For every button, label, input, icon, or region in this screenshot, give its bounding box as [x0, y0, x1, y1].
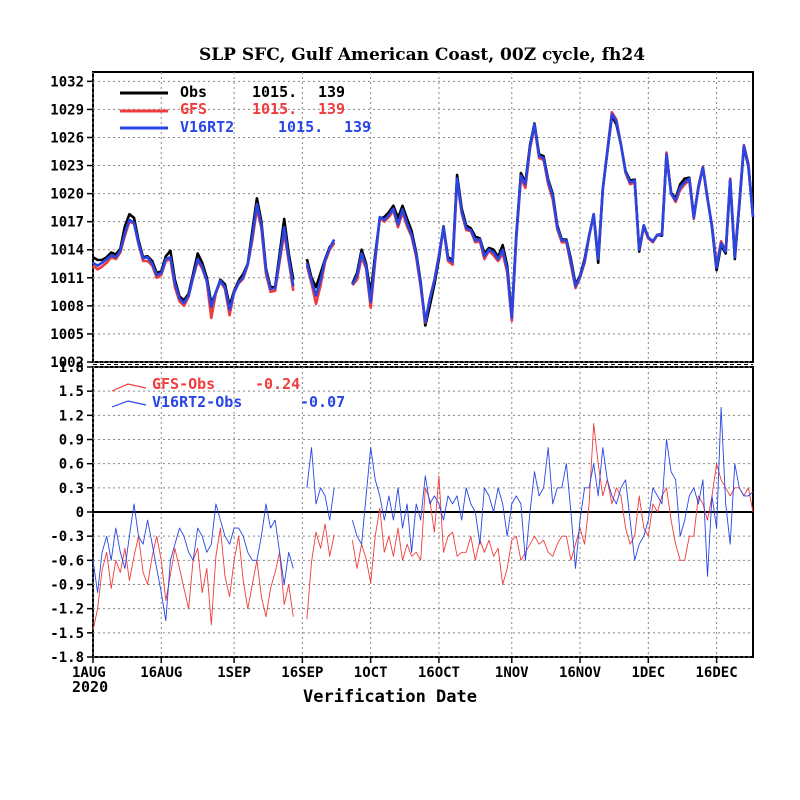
diff-line-gfs-obs — [306, 523, 335, 620]
top-y-ticks: 1002 1005 1008 1011 1014 1017 1020 1023 1026 1029… — [50, 74, 93, 371]
legend-v16-mean: 1015. — [278, 118, 323, 136]
x-tick-label: 1DEC — [631, 665, 665, 681]
top-legend: Obs 1015. 139 GFS 1015. 139 V16RT2 1015.… — [120, 83, 371, 136]
y-tick-label: 0 — [76, 505, 84, 521]
y-tick-label: 1017 — [50, 215, 84, 231]
y-tick-label: 1014 — [50, 243, 84, 259]
y-tick-label: 1005 — [50, 327, 84, 343]
legend-obs-count: 139 — [318, 83, 345, 101]
series-line-v16rt2 — [305, 238, 336, 297]
bottom-series-lines — [92, 406, 754, 631]
y-tick-label: -0.3 — [50, 529, 84, 545]
y-tick-label: -0.6 — [50, 553, 84, 569]
diff-line-gfs-obs — [351, 422, 754, 585]
bottom-legend: GFS-Obs -0.24 V16RT2-Obs -0.07 — [111, 375, 345, 411]
legend-gfs-count: 139 — [318, 100, 345, 118]
legend-v16-obs-value: -0.07 — [300, 393, 345, 411]
y-tick-label: -1.2 — [50, 602, 84, 618]
top-grid — [92, 72, 753, 363]
x-tick-label: 1SEP — [217, 665, 251, 681]
y-tick-label: 1011 — [50, 271, 84, 287]
y-tick-label: -1.5 — [50, 626, 84, 642]
legend-obs-name: Obs — [180, 83, 207, 101]
x-tick-label: 1AUG — [72, 665, 106, 681]
legend-gfs-obs-name: GFS-Obs — [152, 375, 215, 393]
y-tick-label: 1.8 — [59, 360, 84, 376]
x-year-label: 2020 — [72, 678, 108, 696]
y-tick-label: 1023 — [50, 159, 84, 175]
legend-gfs-obs-value: -0.24 — [255, 375, 300, 393]
diff-line-v16rt2-obs — [92, 503, 294, 622]
chart-title: SLP SFC, Gulf American Coast, 00Z cycle,… — [199, 45, 645, 65]
y-tick-label: 1032 — [50, 74, 84, 90]
diff-line-v16rt2-obs — [306, 447, 335, 521]
y-tick-label: 1029 — [50, 102, 84, 118]
top-panel: 1002 1005 1008 1011 1014 1017 1020 1023 1026 1029… — [50, 71, 755, 371]
x-tick-label: 16AUG — [140, 665, 182, 681]
bottom-y-ticks: -1.8 -1.5 -1.2 -0.9 -0.6 -0.3 0 0.3 0.6 0.9 1.2 1.5… — [50, 360, 93, 666]
x-ticks: 1AUG 16AUG 1SEP 16SEP 1OCT 16OCT 1NOV 16NOV 1DEC… — [72, 657, 738, 681]
y-tick-label: 1.2 — [59, 408, 84, 424]
legend-obs-mean: 1015. — [252, 83, 297, 101]
legend-gfs-name: GFS — [180, 100, 207, 118]
series-line-v16rt2 — [92, 202, 295, 311]
legend-v16-obs-name: V16RT2-Obs — [152, 393, 242, 411]
x-tick-label: 1NOV — [495, 665, 529, 681]
y-tick-label: 0.3 — [59, 481, 84, 497]
y-tick-label: -1.8 — [50, 650, 84, 666]
series-line-v16rt2 — [351, 112, 755, 324]
x-axis-label: Verification Date — [303, 687, 477, 707]
y-tick-label: 0.6 — [59, 457, 84, 473]
x-tick-label: 16NOV — [559, 665, 602, 681]
legend-gfs-mean: 1015. — [252, 100, 297, 118]
legend-v16-name: V16RT2 — [180, 118, 234, 136]
y-tick-label: 1002 — [50, 355, 84, 371]
legend-v16-count: 139 — [344, 118, 371, 136]
y-tick-label: 1026 — [50, 130, 84, 146]
y-tick-label: 1.5 — [59, 384, 84, 400]
x-tick-label: 16DEC — [696, 665, 738, 681]
bottom-panel: -1.8 -1.5 -1.2 -0.9 -0.6 -0.3 0 0.3 0.6 0.9 1.2 1.5… — [50, 360, 754, 707]
y-tick-label: 1020 — [50, 187, 84, 203]
y-tick-label: -0.9 — [50, 578, 84, 594]
x-tick-label: 16OCT — [418, 665, 460, 681]
y-tick-label: 0.9 — [59, 433, 84, 449]
x-tick-label: 16SEP — [281, 665, 323, 681]
top-series-lines — [92, 110, 755, 327]
diff-line-v16rt2-obs — [351, 406, 754, 577]
y-tick-label: 1008 — [50, 299, 84, 315]
x-tick-label: 1OCT — [354, 665, 388, 681]
